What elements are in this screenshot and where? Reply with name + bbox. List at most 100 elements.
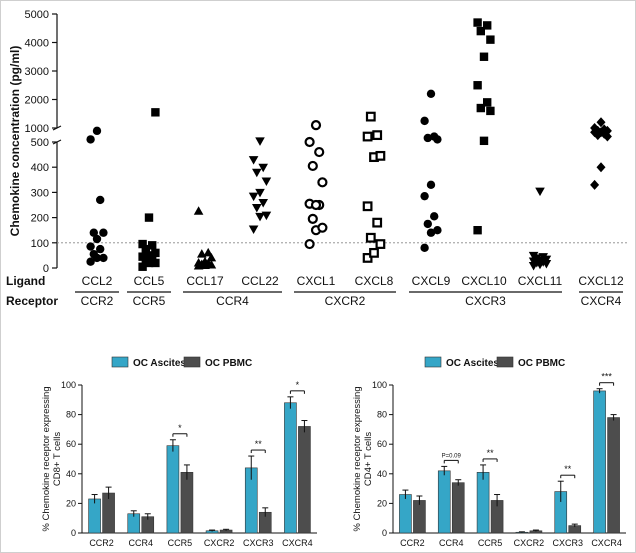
bar-y-tick-label: 20 bbox=[66, 498, 76, 508]
data-point bbox=[252, 168, 262, 178]
data-point bbox=[307, 160, 318, 172]
bar-y-tick-label: 40 bbox=[377, 469, 387, 479]
y-tick-label-lower: 500 bbox=[31, 137, 49, 149]
receptor-label: CCR2 bbox=[81, 294, 114, 308]
bar-x-tick-label: CCR2 bbox=[89, 538, 114, 548]
data-point bbox=[365, 232, 376, 243]
bar-y-tick-label: 80 bbox=[377, 410, 387, 420]
bar-x-tick-label: CXCR3 bbox=[243, 538, 274, 548]
data-point bbox=[310, 199, 322, 211]
bar-y-axis-label: % Chemokine receptor expressing bbox=[352, 386, 363, 531]
data-point bbox=[426, 228, 436, 237]
data-point bbox=[92, 126, 102, 136]
significance-label: * bbox=[178, 423, 182, 433]
significance-label: * bbox=[296, 380, 300, 390]
receptor-label: CXCR2 bbox=[325, 294, 366, 308]
bar-y-axis-label: CD8+ T cells bbox=[52, 432, 63, 487]
y-tick-label-upper: 1000 bbox=[25, 123, 49, 135]
ligand-label: CCL17 bbox=[186, 274, 224, 288]
significance-label: ** bbox=[487, 448, 495, 458]
ligand-label: CXCL8 bbox=[355, 274, 394, 288]
data-point bbox=[99, 253, 108, 263]
bar-x-tick-label: CCR4 bbox=[439, 538, 464, 548]
data-point bbox=[151, 108, 160, 117]
significance-label: *** bbox=[601, 372, 612, 382]
data-point bbox=[423, 219, 432, 229]
bar bbox=[298, 426, 311, 534]
data-point bbox=[89, 228, 99, 237]
ligand-label: CCL2 bbox=[82, 274, 113, 288]
data-point bbox=[362, 201, 373, 212]
bar-x-tick-label: CCR5 bbox=[478, 538, 503, 548]
row-label-receptor: Receptor bbox=[6, 294, 58, 308]
data-point bbox=[138, 252, 147, 261]
data-point bbox=[590, 179, 600, 190]
ligand-label: CXCL1 bbox=[297, 274, 336, 288]
data-point bbox=[372, 217, 383, 228]
data-point bbox=[86, 257, 95, 266]
ligand-label: CXCL11 bbox=[518, 274, 563, 288]
data-point bbox=[138, 262, 147, 271]
data-point bbox=[362, 131, 373, 142]
data-point bbox=[304, 136, 315, 148]
significance-label: ** bbox=[564, 464, 572, 474]
legend-label: OC PBMC bbox=[205, 358, 252, 369]
data-point bbox=[483, 21, 492, 30]
bar-x-tick-label: CCR5 bbox=[168, 538, 193, 548]
data-point bbox=[261, 177, 272, 187]
bar-y-tick-label: 60 bbox=[66, 439, 76, 449]
bar bbox=[476, 472, 490, 534]
ligand-label: CCL22 bbox=[241, 274, 279, 288]
significance-label: ** bbox=[255, 439, 263, 449]
receptor-label: CXCR3 bbox=[465, 294, 506, 308]
bar-y-tick-label: 80 bbox=[66, 410, 76, 420]
receptor-label: CCR5 bbox=[133, 294, 166, 308]
data-point bbox=[420, 116, 429, 126]
data-point bbox=[369, 247, 379, 258]
bar-x-tick-label: CCR2 bbox=[400, 538, 425, 548]
data-point bbox=[426, 89, 436, 99]
data-point bbox=[479, 136, 489, 146]
data-point bbox=[258, 163, 268, 173]
data-point bbox=[486, 35, 495, 44]
bar-x-tick-label: CXCR2 bbox=[514, 538, 545, 548]
ligand-label: CXCL12 bbox=[578, 274, 624, 288]
data-point bbox=[86, 242, 95, 251]
data-point bbox=[138, 239, 147, 249]
data-point bbox=[193, 206, 204, 215]
data-point bbox=[535, 187, 545, 197]
ligand-label: CXCL9 bbox=[412, 274, 451, 288]
data-point bbox=[203, 247, 213, 257]
data-point bbox=[473, 226, 482, 235]
ligand-label: CXCL10 bbox=[461, 274, 507, 288]
bar-y-tick-label: 0 bbox=[71, 528, 76, 538]
data-point bbox=[473, 18, 482, 27]
y-tick-label-lower: 0 bbox=[43, 263, 49, 275]
data-point bbox=[362, 253, 373, 263]
data-point bbox=[258, 198, 268, 208]
y-tick-label-upper: 4000 bbox=[25, 38, 49, 50]
data-point bbox=[96, 244, 105, 254]
legend-swatch bbox=[424, 356, 442, 368]
significance-label: P=0.09 bbox=[442, 453, 462, 459]
bar-y-axis-label: CD4+ T cells bbox=[363, 432, 374, 487]
row-label-ligand: Ligand bbox=[6, 274, 45, 288]
y-tick-label-lower: 100 bbox=[31, 238, 49, 250]
data-point bbox=[473, 81, 482, 90]
data-point bbox=[538, 253, 548, 262]
bar-y-tick-label: 100 bbox=[372, 380, 387, 390]
data-point bbox=[96, 195, 105, 205]
legend-swatch bbox=[496, 356, 514, 368]
bar bbox=[102, 492, 115, 534]
bar bbox=[593, 390, 606, 534]
data-point bbox=[151, 258, 160, 268]
bar-x-tick-label: CXCR4 bbox=[591, 538, 622, 548]
y-tick-label-upper: 5000 bbox=[25, 9, 49, 21]
data-point bbox=[255, 212, 265, 222]
y-tick-label-lower: 300 bbox=[31, 187, 49, 199]
data-point bbox=[248, 225, 259, 234]
bar-x-tick-label: CXCR2 bbox=[204, 538, 235, 548]
legend-label: OC Ascites bbox=[133, 358, 186, 369]
bar bbox=[166, 445, 180, 534]
